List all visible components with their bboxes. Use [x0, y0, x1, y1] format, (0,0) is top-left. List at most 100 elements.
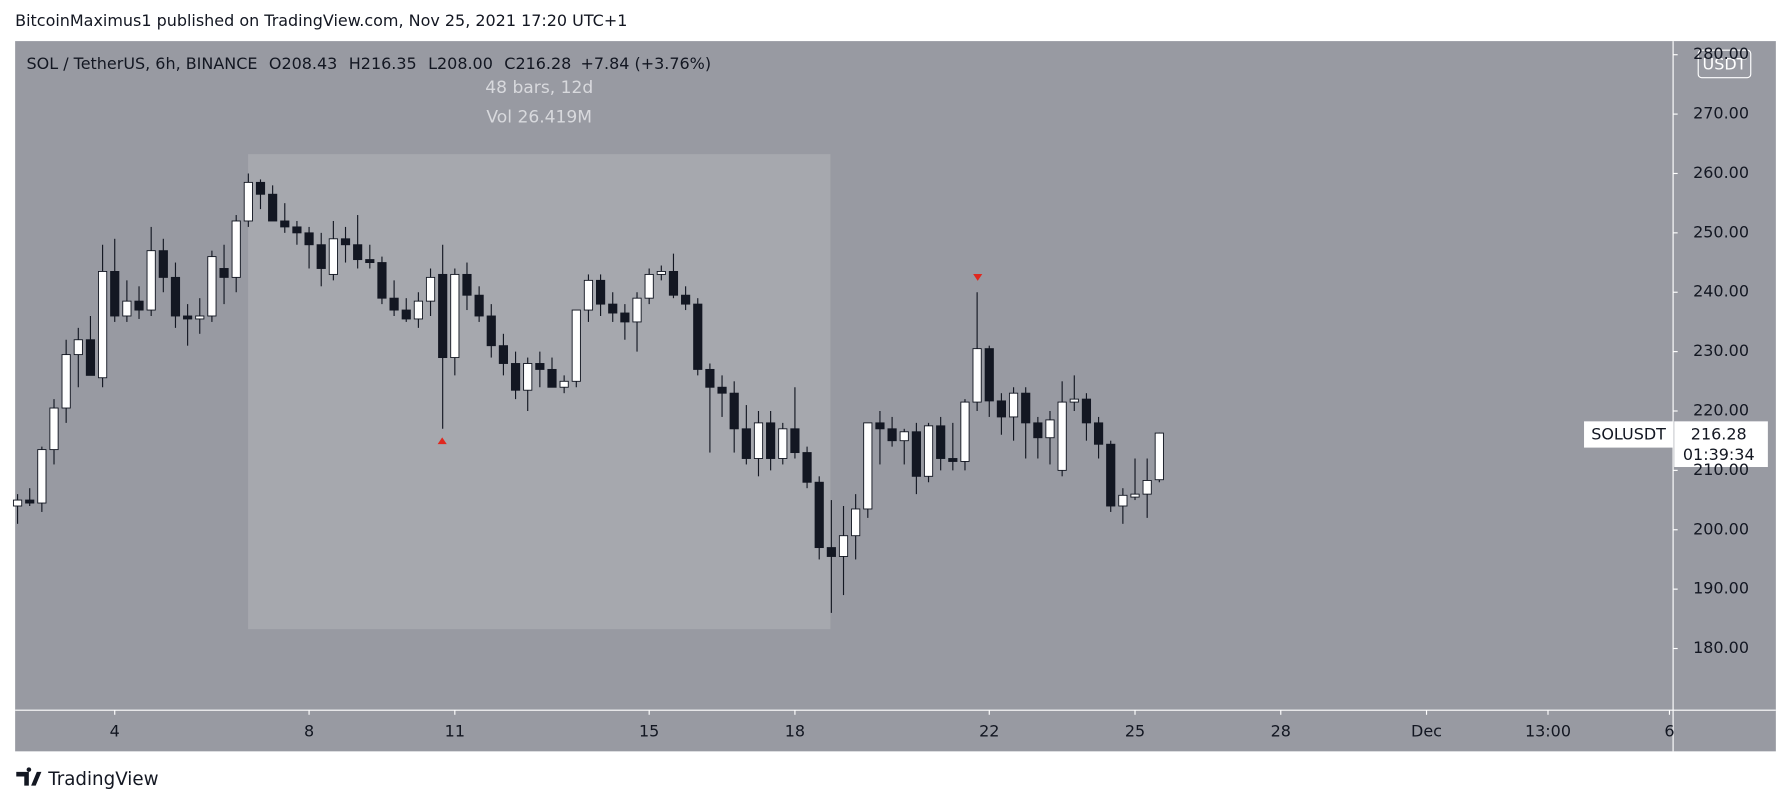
candle-body [280, 220, 290, 228]
candle-body [486, 315, 496, 347]
x-tick-label: 11 [445, 721, 465, 740]
date-range-box [248, 154, 831, 630]
l-label: L [428, 53, 437, 72]
candle-body [1142, 480, 1152, 495]
y-tick-label: 270.00 [1693, 104, 1749, 123]
candle-body [219, 268, 229, 278]
candle-body [826, 547, 836, 557]
candle-body [462, 273, 472, 296]
candle-body [49, 407, 59, 451]
candle-body [705, 368, 715, 388]
candle-body [559, 380, 569, 388]
currency-label[interactable]: USDT [1703, 55, 1747, 74]
candle-body [632, 297, 642, 323]
candle-body [438, 273, 448, 359]
candle-body [1081, 398, 1092, 424]
h-label: H [349, 53, 361, 72]
published-line: BitcoinMaximus1 published on TradingView… [15, 11, 627, 30]
candle-body [12, 499, 23, 507]
candle-body [851, 508, 861, 537]
candle-body [1033, 422, 1043, 439]
candle-body [741, 428, 751, 459]
symbol-text: SOL / TetherUS, 6h, BINANCE [27, 53, 258, 72]
candle-body [110, 270, 120, 317]
candle-body [984, 348, 994, 402]
candle-body [948, 458, 958, 462]
currency-button[interactable] [1697, 49, 1752, 79]
up-marker [437, 437, 447, 445]
candle-body [644, 273, 654, 299]
candle-body [996, 400, 1006, 418]
candle-body [255, 181, 266, 195]
candle-body [1118, 494, 1128, 507]
candle-body [243, 181, 253, 222]
candle-body [389, 297, 399, 311]
candle-body [365, 259, 375, 264]
brand-name: TradingView [47, 769, 158, 790]
candle-body [608, 303, 618, 314]
y-tick-label: 200.00 [1693, 519, 1749, 538]
candle-body [887, 428, 897, 442]
candle-body [353, 244, 363, 261]
x-tick-label: 25 [1125, 721, 1145, 740]
candle-body [620, 312, 630, 323]
candle-body [73, 339, 83, 356]
candle-body [863, 422, 873, 510]
price-tag [1674, 421, 1768, 468]
candle-body [681, 294, 691, 305]
candle-body [790, 428, 800, 454]
brand: TradingView [16, 767, 159, 790]
countdown: 01:39:34 [1683, 445, 1755, 464]
candle-body [814, 481, 824, 549]
candle-body [1154, 432, 1164, 481]
c-value: 216.28 [515, 53, 571, 72]
candle-body [778, 428, 788, 459]
candle-body [158, 250, 168, 278]
h-value: 216.35 [361, 53, 417, 72]
x-tick-label: 8 [304, 721, 314, 740]
symbol-tag-text: SOLUSDT [1591, 425, 1666, 444]
candle-body [450, 273, 460, 359]
candle-body [583, 279, 594, 311]
candle-body [911, 431, 921, 477]
o-value: 208.43 [281, 53, 337, 72]
candle-body [183, 315, 193, 320]
candle-body [1106, 443, 1116, 507]
symbol: SOL / TetherUS, 6h, BINANCE O208.43 H216.3… [27, 53, 712, 72]
candle-body [753, 422, 764, 459]
candle-body [146, 250, 156, 311]
candle-body [1130, 493, 1140, 498]
candle-body [899, 431, 909, 442]
l-value: 208.00 [437, 53, 493, 72]
x-tick-label: 15 [639, 721, 659, 740]
candle-body [656, 270, 666, 275]
candle-body [838, 535, 849, 557]
y-tick-label: 190.00 [1693, 579, 1749, 598]
range-volume: Vol 26.419M [486, 108, 592, 128]
candle-body [1021, 392, 1031, 424]
candle-body [231, 220, 241, 278]
candle-body [766, 422, 776, 459]
y-tick-label: 260.00 [1693, 163, 1749, 182]
candle-body [122, 300, 132, 317]
brand-logo [16, 767, 42, 786]
candle-body [377, 262, 387, 299]
y-tick-label: 250.00 [1693, 222, 1749, 241]
candle-body [510, 363, 521, 391]
candle-body [328, 238, 338, 275]
candle-body [85, 339, 96, 376]
candle-body [571, 309, 581, 382]
candle-body [425, 276, 436, 302]
candle-body [923, 425, 934, 477]
c-label: C [504, 53, 515, 72]
candle-body [875, 422, 885, 430]
candle-body [61, 354, 71, 409]
candle-body [134, 300, 144, 311]
last-price: 216.28 [1691, 425, 1747, 444]
x-tick-label: 13:00 [1525, 721, 1571, 740]
candle-body [936, 425, 946, 459]
candle-body [668, 270, 679, 296]
candle-body [170, 276, 181, 317]
candle-body [972, 348, 982, 403]
